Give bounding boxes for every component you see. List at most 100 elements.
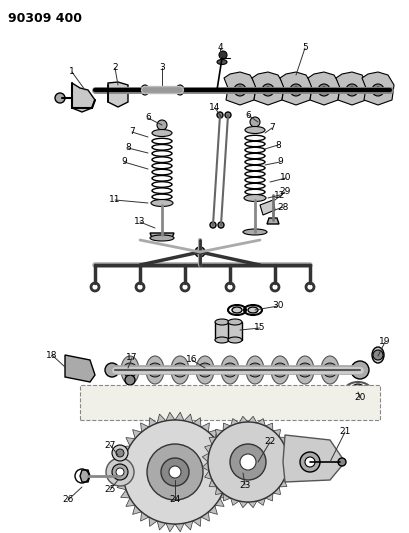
Polygon shape [65,355,95,382]
Circle shape [300,452,320,472]
Circle shape [351,361,369,379]
Polygon shape [184,414,193,423]
Polygon shape [248,501,257,508]
Circle shape [125,375,135,385]
Polygon shape [216,487,223,495]
Text: 90309 400: 90309 400 [8,12,82,25]
Circle shape [265,87,271,93]
Circle shape [223,363,237,377]
Circle shape [208,422,288,502]
Circle shape [234,84,246,96]
Circle shape [290,84,302,96]
Polygon shape [121,490,130,498]
Polygon shape [202,462,209,471]
Polygon shape [126,438,135,446]
Polygon shape [184,521,193,530]
Circle shape [195,247,205,257]
Circle shape [321,87,327,93]
Polygon shape [267,218,279,224]
Circle shape [112,445,128,461]
Circle shape [248,363,262,377]
Ellipse shape [196,356,214,384]
Polygon shape [209,437,217,445]
Polygon shape [216,430,223,437]
Circle shape [116,468,124,476]
Polygon shape [204,445,212,453]
Circle shape [346,84,358,96]
Polygon shape [287,462,294,471]
Circle shape [123,363,137,377]
Polygon shape [115,463,124,472]
Polygon shape [115,472,124,481]
Polygon shape [157,521,166,530]
Polygon shape [215,438,224,446]
Polygon shape [80,470,90,482]
Ellipse shape [150,235,174,241]
Text: 20: 20 [354,393,366,402]
Polygon shape [257,418,265,426]
Circle shape [305,457,315,467]
Circle shape [323,363,337,377]
Circle shape [298,363,312,377]
Polygon shape [220,446,229,454]
Text: 1: 1 [69,68,75,77]
Polygon shape [239,416,248,423]
Circle shape [293,87,299,93]
Circle shape [210,222,216,228]
Polygon shape [223,423,231,431]
Polygon shape [220,490,229,498]
Polygon shape [193,418,201,427]
Polygon shape [252,72,284,105]
Polygon shape [193,517,201,527]
Polygon shape [117,481,126,490]
Text: 10: 10 [280,174,292,182]
Ellipse shape [244,195,266,201]
Ellipse shape [248,307,258,313]
Polygon shape [239,501,248,508]
Bar [228,322,242,340]
Polygon shape [226,463,235,472]
Polygon shape [336,72,368,105]
Polygon shape [265,493,273,501]
Polygon shape [284,445,292,453]
Polygon shape [215,498,224,506]
Circle shape [318,84,330,96]
Text: 15: 15 [254,324,266,333]
Ellipse shape [152,130,172,136]
Circle shape [112,464,128,480]
Polygon shape [149,418,157,427]
Ellipse shape [105,363,119,377]
Ellipse shape [271,356,289,384]
Polygon shape [166,523,175,532]
Polygon shape [166,412,175,421]
Polygon shape [224,72,256,105]
Circle shape [225,112,231,118]
Circle shape [198,363,212,377]
Circle shape [169,466,181,478]
Polygon shape [175,412,184,421]
Text: 24: 24 [169,496,181,505]
Circle shape [349,87,355,93]
Ellipse shape [246,356,264,384]
Text: 23: 23 [239,481,251,489]
Text: 6: 6 [145,114,151,123]
Circle shape [116,449,124,457]
Text: 19: 19 [379,337,391,346]
Ellipse shape [296,356,314,384]
Text: 29: 29 [279,188,291,197]
Ellipse shape [221,356,239,384]
Polygon shape [362,72,394,105]
Ellipse shape [171,356,189,384]
Circle shape [262,84,274,96]
Circle shape [273,363,287,377]
Circle shape [218,222,224,228]
Text: 30: 30 [272,302,284,311]
Ellipse shape [243,229,267,235]
Ellipse shape [245,126,265,133]
Polygon shape [308,72,340,105]
Ellipse shape [232,307,242,313]
Circle shape [375,87,381,93]
Bar [215,322,229,340]
Polygon shape [72,83,95,112]
Polygon shape [231,498,239,505]
